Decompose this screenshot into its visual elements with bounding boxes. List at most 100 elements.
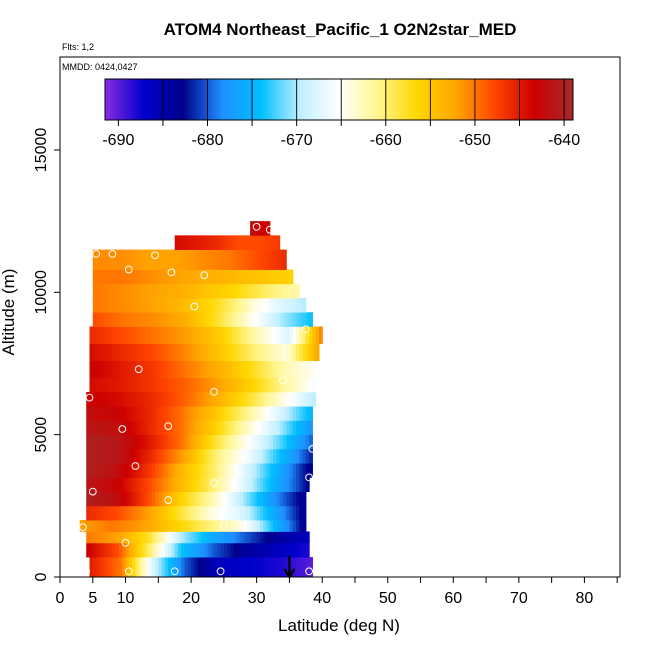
heatmap-cell (200, 391, 205, 407)
heatmap-cell (256, 269, 261, 285)
heatmap-cell (164, 448, 169, 464)
heatmap-cell (187, 542, 192, 558)
x-tick-label: 20 (182, 590, 200, 607)
heatmap-cell (243, 312, 248, 327)
sample-point (252, 222, 261, 231)
heatmap-cell (109, 360, 114, 379)
chart-title: ATOM4 Northeast_Pacific_1 O2N2star_MED (164, 20, 517, 39)
heatmap-cell (263, 377, 268, 393)
heatmap-cell (171, 283, 176, 299)
heatmap-cell (220, 463, 225, 478)
heatmap-cell (119, 343, 123, 362)
heatmap-cell (177, 377, 182, 393)
heatmap-cell (132, 531, 136, 544)
heatmap-cell (246, 343, 251, 362)
heatmap-cell (305, 542, 310, 558)
heatmap-cell (184, 391, 189, 407)
heatmap-cell (210, 360, 215, 379)
heatmap-cell (151, 542, 156, 558)
heatmap-cell (151, 531, 156, 544)
heatmap-cell (292, 406, 297, 421)
heatmap-cell (191, 235, 195, 250)
heatmap-cell (86, 406, 91, 421)
heatmap-cell (302, 505, 307, 521)
heatmap-cell (236, 297, 241, 313)
heatmap-cell (250, 297, 254, 313)
heatmap-cell (138, 448, 143, 464)
heatmap-cell (115, 269, 120, 285)
heatmap-cell (168, 477, 173, 492)
heatmap-cell (292, 391, 297, 407)
heatmap-cell (151, 326, 156, 344)
heatmap-cell (299, 520, 304, 532)
heatmap-cell (240, 448, 245, 464)
heatmap-cell (286, 557, 291, 578)
sample-point (252, 302, 261, 311)
heatmap-cell (187, 391, 192, 407)
heatmap-cell (155, 477, 159, 492)
heatmap-cell (312, 360, 317, 379)
heatmap-cell (161, 269, 166, 285)
heatmap-cell (227, 531, 232, 544)
heatmap-cell (105, 406, 110, 421)
x-axis-label: Latitude (deg N) (278, 616, 400, 635)
heatmap-cell (236, 434, 241, 450)
heatmap-cell (187, 297, 192, 313)
heatmap-cell (141, 557, 146, 578)
heatmap-cell (191, 420, 195, 436)
heatmap-cell (210, 448, 215, 464)
heatmap-cell (200, 377, 205, 393)
heatmap-cell (266, 343, 271, 362)
heatmap-cell (145, 391, 150, 407)
heatmap-cell (177, 491, 182, 507)
heatmap-cell (266, 406, 271, 421)
heatmap-cell (295, 434, 300, 450)
heatmap-cell (263, 542, 268, 558)
heatmap-cell (204, 249, 209, 270)
heatmap-cell (289, 312, 294, 327)
heatmap-cell (295, 463, 300, 478)
heatmap-cell (302, 391, 307, 407)
heatmap-cell (109, 531, 114, 544)
heatmap-cell (227, 377, 232, 393)
heatmap-cell (269, 249, 274, 270)
heatmap-cell (286, 406, 291, 421)
heatmap-cell (191, 463, 195, 478)
heatmap-cell (246, 477, 251, 492)
heatmap-cell (253, 520, 258, 532)
heatmap-cell (135, 343, 140, 362)
heatmap-cell (109, 491, 114, 507)
heatmap-cell (177, 542, 182, 558)
heatmap-cell (135, 557, 140, 578)
heatmap-cell (204, 542, 209, 558)
heatmap-cell (279, 463, 284, 478)
heatmap-cell (292, 326, 297, 344)
heatmap-cell (86, 391, 91, 407)
heatmap-cell (92, 531, 97, 544)
heatmap-cell (164, 343, 169, 362)
heatmap-cell (256, 360, 261, 379)
heatmap-cell (204, 420, 209, 436)
heatmap-cell (158, 505, 163, 521)
heatmap-cell (263, 221, 268, 236)
heatmap-cell (135, 391, 140, 407)
heatmap-cell (309, 448, 313, 464)
heatmap-cell (210, 297, 215, 313)
heatmap-cell (171, 326, 176, 344)
heatmap-cell (259, 221, 264, 236)
heatmap-cell (299, 434, 304, 450)
heatmap-cell (135, 463, 140, 478)
heatmap-cell (145, 377, 150, 393)
heatmap-cell (194, 343, 199, 362)
heatmap-cell (286, 269, 291, 285)
heatmap-cell (197, 377, 202, 393)
heatmap-cell (279, 312, 284, 327)
heatmap-cell (312, 326, 317, 344)
heatmap-cell (204, 520, 209, 532)
heatmap-cell (96, 434, 100, 450)
sample-point (164, 422, 173, 431)
heatmap-cell (119, 326, 123, 344)
heatmap-cell (282, 434, 287, 450)
heatmap-cell (164, 312, 169, 327)
heatmap-cell (266, 542, 271, 558)
